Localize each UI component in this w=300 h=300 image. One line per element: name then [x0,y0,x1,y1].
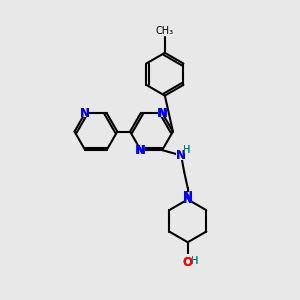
Bar [184,192,192,201]
Text: O: O [183,256,193,269]
Text: N: N [135,144,145,157]
Text: N: N [136,144,146,157]
Text: N: N [157,106,167,119]
Text: N: N [176,149,186,162]
Bar [183,254,193,263]
Text: H: H [184,145,191,155]
Text: O: O [183,256,193,269]
Text: N: N [183,193,193,206]
Text: CH₃: CH₃ [156,26,174,37]
Bar [81,109,89,117]
Text: N: N [183,190,193,203]
Bar [176,151,185,160]
Text: N: N [158,106,168,119]
Bar [136,146,145,154]
Text: N: N [80,106,90,119]
Text: H: H [190,256,198,266]
Text: N: N [80,106,90,119]
Text: H: H [184,145,191,154]
Bar [184,195,192,204]
Bar [158,109,166,117]
Text: N: N [176,149,186,162]
Text: N: N [183,193,193,206]
Text: H: H [190,256,198,266]
Text: N: N [183,190,193,203]
